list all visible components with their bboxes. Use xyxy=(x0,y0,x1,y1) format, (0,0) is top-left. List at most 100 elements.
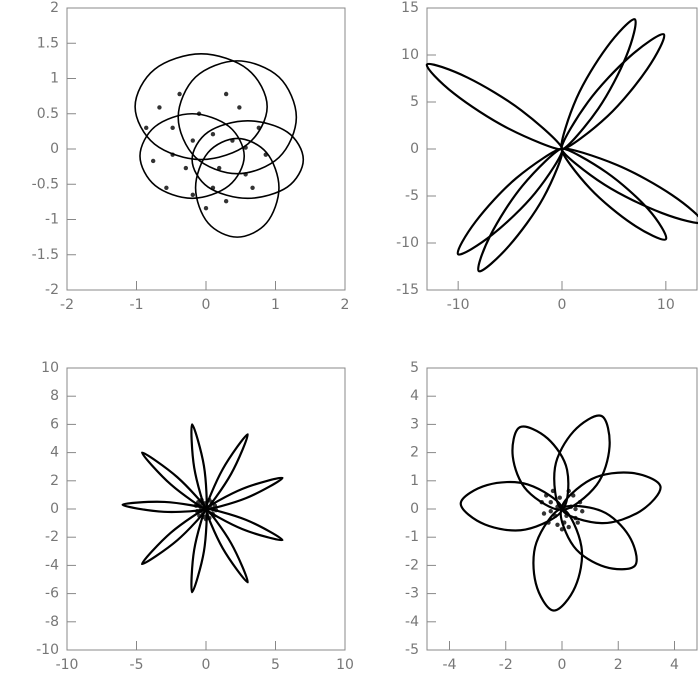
scatter-point xyxy=(223,198,229,204)
scatter-point xyxy=(250,185,255,190)
orbit-loop xyxy=(121,500,208,514)
x-tick-label: 0 xyxy=(202,657,211,673)
x-tick-label: 4 xyxy=(670,657,679,673)
y-tick-label: -5 xyxy=(405,642,419,658)
x-tick-label: -2 xyxy=(499,657,513,673)
orbit-loop xyxy=(560,147,698,225)
x-tick-label: 10 xyxy=(336,657,354,673)
y-tick-label: -1 xyxy=(405,529,419,545)
scatter-point xyxy=(557,495,562,500)
y-tick-label: 3 xyxy=(410,416,419,432)
orbit-loop xyxy=(553,414,611,511)
orbit-loop xyxy=(204,507,249,584)
scatter-point xyxy=(190,192,195,198)
orbit-loop xyxy=(560,18,637,151)
x-tick-label: 1 xyxy=(271,297,280,313)
y-tick-label: -10 xyxy=(396,235,419,251)
orbit-loop xyxy=(140,451,208,511)
scatter-point xyxy=(164,185,169,190)
y-tick-label: -6 xyxy=(45,586,59,602)
scatter-point xyxy=(580,509,585,514)
scatter-point xyxy=(157,105,162,110)
orbit-loop xyxy=(190,423,208,511)
orbit-loop xyxy=(560,471,662,525)
y-tick-label: 4 xyxy=(410,388,419,404)
x-tick-label: 5 xyxy=(271,657,280,673)
orbit-loop xyxy=(190,507,208,594)
y-tick-label: 2 xyxy=(410,445,419,461)
scatter-point xyxy=(144,125,149,131)
orbit-loop xyxy=(204,476,284,511)
orbit-loop xyxy=(532,507,584,612)
y-tick-label: 8 xyxy=(50,388,59,404)
y-tick-label: 0 xyxy=(50,141,59,157)
y-tick-label: -4 xyxy=(45,557,59,573)
orbit-loop xyxy=(559,504,638,571)
y-tick-label: 2 xyxy=(50,0,59,16)
scatter-point xyxy=(170,125,175,131)
y-tick-label: -8 xyxy=(45,614,59,630)
scatter-point xyxy=(190,138,195,143)
scatter-point xyxy=(541,511,547,516)
y-tick-label: 10 xyxy=(401,47,419,63)
scatter-point xyxy=(217,165,222,171)
orbit-loop xyxy=(191,119,305,200)
scatter-point xyxy=(573,506,578,512)
x-tick-label: 0 xyxy=(202,297,211,313)
y-tick-label: 0.5 xyxy=(37,106,59,122)
orbit-loop xyxy=(560,147,668,241)
scatter-point xyxy=(223,91,229,97)
y-tick-label: 5 xyxy=(410,94,419,110)
orbit-loop xyxy=(139,112,246,200)
x-tick-label: 0 xyxy=(558,297,567,313)
y-tick-label: 5 xyxy=(410,360,419,376)
x-tick-label: -5 xyxy=(130,657,144,673)
y-tick-label: 0 xyxy=(410,501,419,517)
scatter-point xyxy=(575,520,580,525)
y-tick-label: -1.5 xyxy=(32,247,59,263)
y-tick-label: -10 xyxy=(36,642,59,658)
x-tick-label: 10 xyxy=(657,297,675,313)
x-tick-label: 2 xyxy=(341,297,350,313)
scatter-point xyxy=(555,522,560,527)
y-tick-label: -5 xyxy=(405,188,419,204)
y-tick-label: -4 xyxy=(405,614,419,630)
orbit-loop xyxy=(560,33,666,151)
orbit-loop xyxy=(477,147,564,273)
orbit-loop xyxy=(204,507,284,542)
orbit-loop xyxy=(204,433,249,511)
y-tick-label: -2 xyxy=(405,557,419,573)
y-tick-label: 2 xyxy=(50,473,59,489)
x-tick-label: -2 xyxy=(60,297,74,313)
y-tick-label: 1.5 xyxy=(37,35,59,51)
y-tick-label: 1 xyxy=(50,71,59,87)
scatter-point xyxy=(548,500,553,505)
y-tick-label: 6 xyxy=(50,416,59,432)
orbit-loop xyxy=(177,60,298,175)
y-tick-label: 10 xyxy=(41,360,59,376)
y-tick-label: -2 xyxy=(45,529,59,545)
y-tick-label: -3 xyxy=(405,586,419,602)
y-tick-label: -2 xyxy=(45,282,59,298)
y-tick-label: -15 xyxy=(396,282,419,298)
scatter-point xyxy=(210,131,216,137)
x-tick-label: 2 xyxy=(614,657,623,673)
orbit-loop xyxy=(459,480,564,532)
orbit-loop xyxy=(140,507,208,566)
x-tick-label: -10 xyxy=(447,297,470,313)
x-tick-label: -1 xyxy=(130,297,144,313)
scatter-point xyxy=(150,158,156,164)
plot-frame xyxy=(66,7,346,291)
y-tick-label: -0.5 xyxy=(32,176,59,192)
scatter-point xyxy=(177,91,182,97)
scatter-point xyxy=(237,105,242,110)
x-tick-label: 0 xyxy=(558,657,567,673)
orbit-loop xyxy=(456,147,564,256)
y-tick-label: 0 xyxy=(410,141,419,157)
scatter-point xyxy=(183,165,189,171)
x-tick-label: -4 xyxy=(443,657,457,673)
orbit-loop xyxy=(511,425,570,511)
orbit-loop xyxy=(194,137,280,238)
